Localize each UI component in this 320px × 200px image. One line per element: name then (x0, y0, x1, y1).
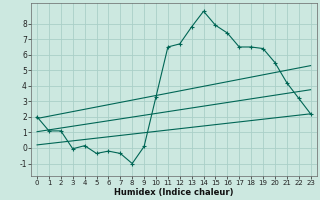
X-axis label: Humidex (Indice chaleur): Humidex (Indice chaleur) (114, 188, 234, 197)
